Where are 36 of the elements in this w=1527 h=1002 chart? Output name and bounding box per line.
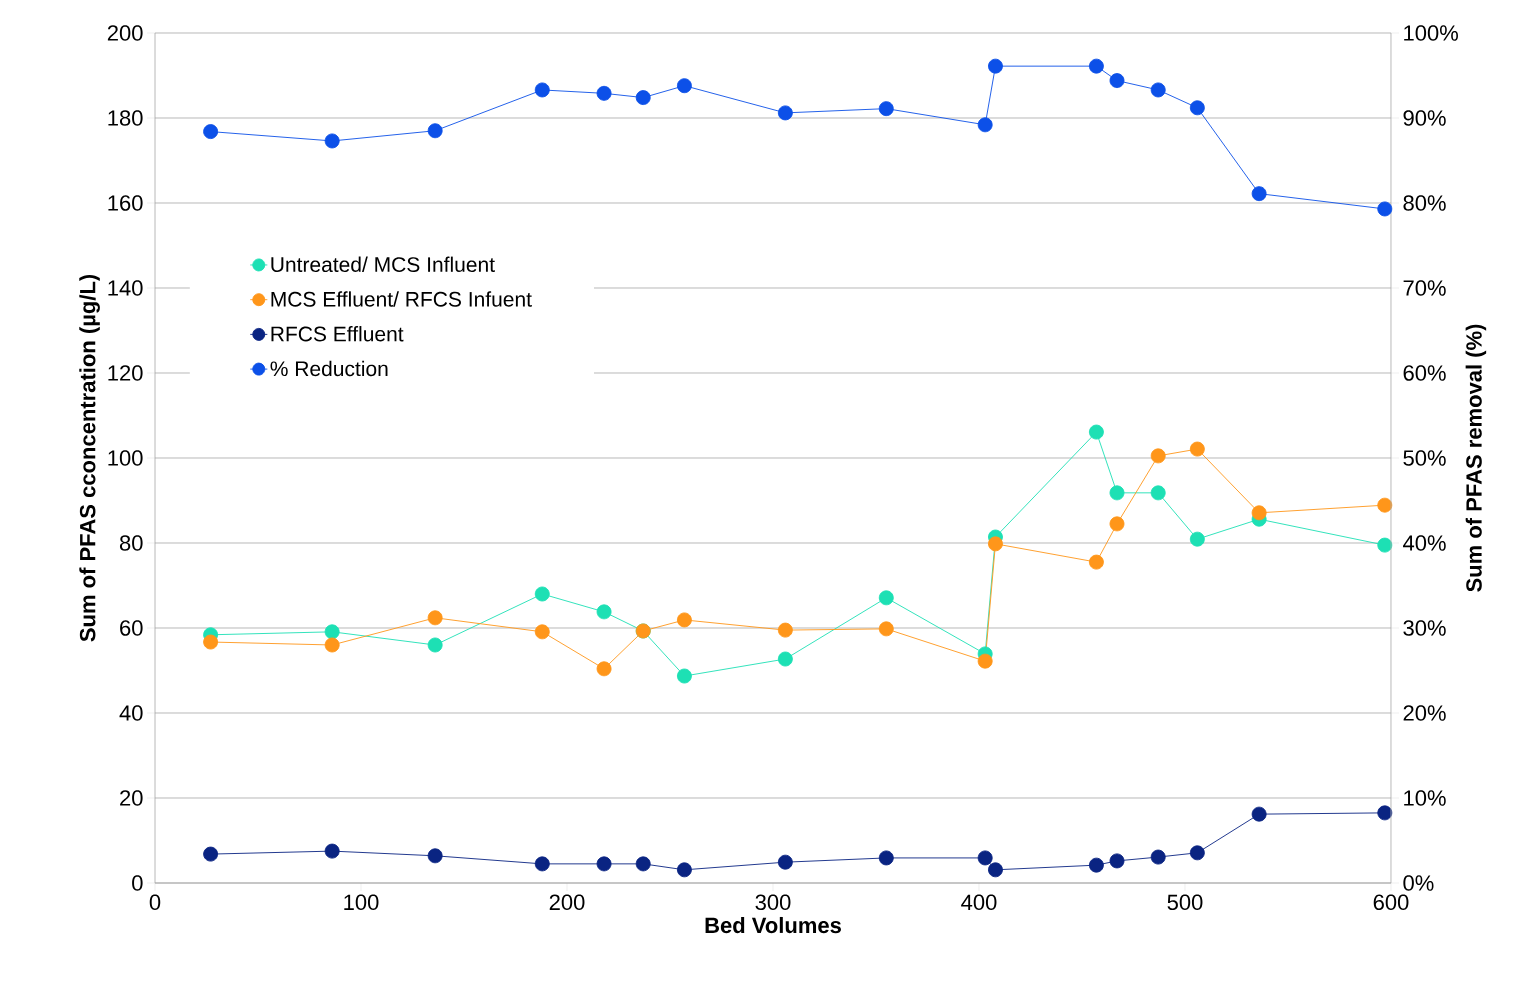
x-tick-label: 600 — [1373, 894, 1409, 911]
y2-tick-label: 20% — [1403, 705, 1446, 721]
y-tick-label: 160 — [108, 195, 143, 211]
y2-tick-label: 10% — [1404, 790, 1446, 806]
y-tick-label: 180 — [108, 110, 143, 126]
y2-tick-label: 80% — [1403, 195, 1446, 211]
y-tick-label: 20 — [120, 790, 143, 806]
x-tick-label: 300 — [755, 894, 791, 911]
y2-tick-label: 50% — [1403, 450, 1446, 466]
y-tick-label: 80 — [119, 535, 143, 551]
y-tick-label: 40 — [119, 705, 143, 721]
y-tick-label: 0 — [132, 875, 143, 891]
y-tick-label: 100 — [108, 450, 143, 466]
legend-label: RFCS Effluent — [271, 326, 404, 342]
y-tick-label: 120 — [108, 365, 143, 381]
y2-tick-label: 30% — [1403, 620, 1446, 636]
legend-label: Untreated/ MCS Influent — [271, 256, 495, 273]
y2-tick-label: 40% — [1403, 535, 1446, 551]
x-axis-title: Bed Volumes — [705, 916, 841, 934]
y2-tick-label: 90% — [1403, 110, 1446, 126]
y-tick-label: 140 — [108, 280, 143, 296]
x-tick-label: 0 — [149, 894, 161, 911]
legend-label: MCS Effluent/ RFCS Infuent — [271, 291, 532, 307]
y-axis-title: Sum of PFAS cconcentration (µg/L) — [79, 274, 100, 642]
x-tick-label: 100 — [344, 894, 379, 911]
legend-label: % Reduction — [270, 360, 388, 377]
x-tick-label: 500 — [1167, 894, 1203, 911]
y2-tick-label: 100% — [1404, 25, 1458, 41]
y2-tick-label: 70% — [1403, 280, 1446, 296]
y2-tick-label: 0% — [1403, 875, 1434, 891]
x-tick-label: 400 — [961, 894, 997, 911]
y2-axis-title: Sum of PFAS removal (%) — [1465, 324, 1487, 592]
x-tick-label: 200 — [549, 894, 585, 911]
y-tick-label: 60 — [120, 620, 143, 636]
y-tick-label: 200 — [107, 25, 143, 41]
y2-tick-label: 60% — [1403, 365, 1446, 381]
